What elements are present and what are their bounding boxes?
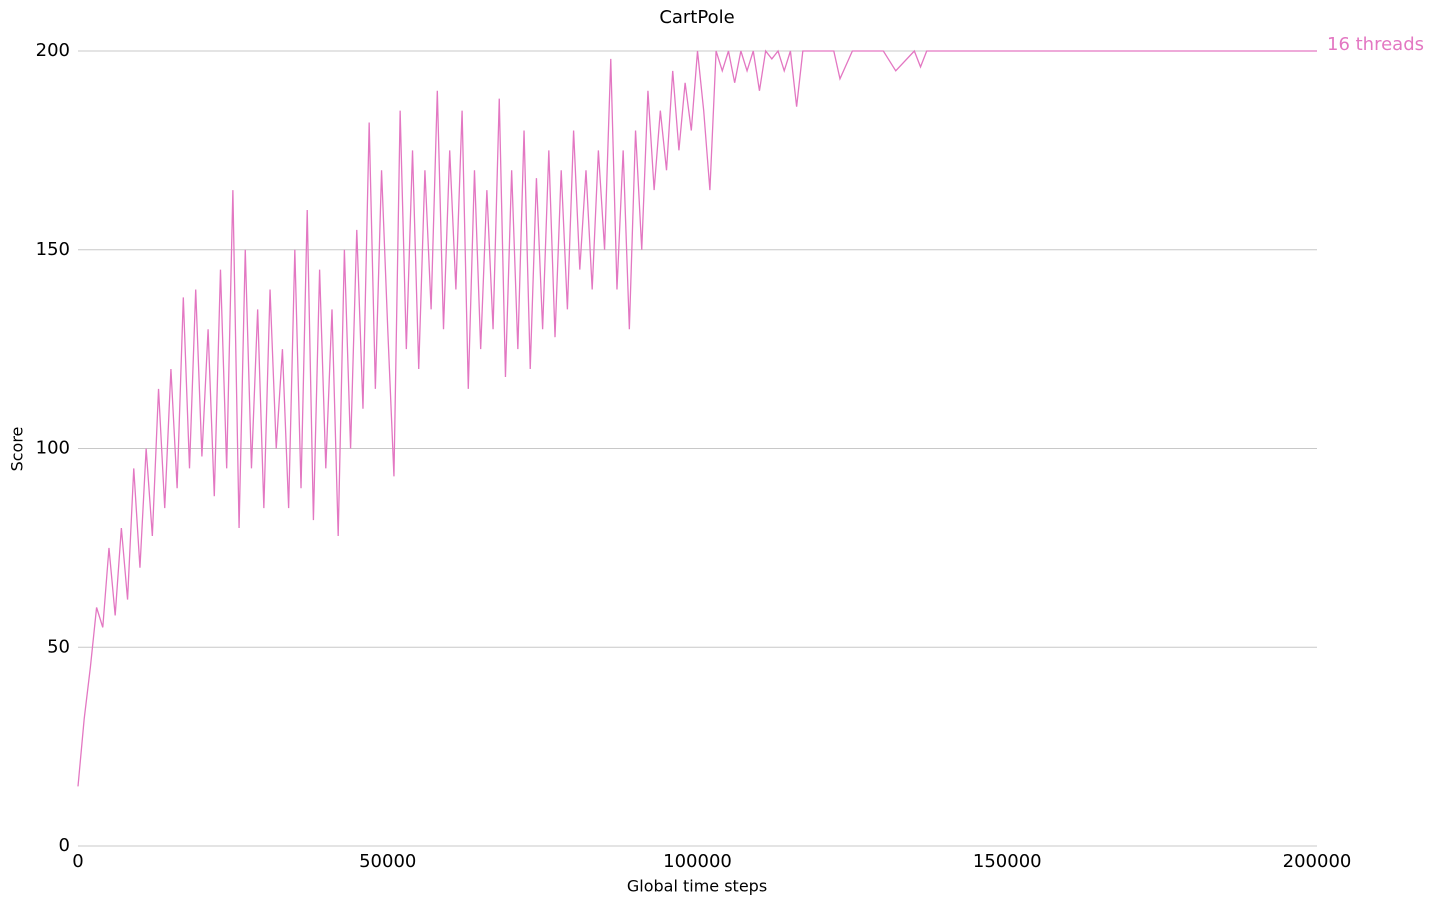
x-tick-label: 0 bbox=[72, 851, 83, 872]
series-label: 16 threads bbox=[1327, 34, 1424, 55]
y-tick-label: 100 bbox=[36, 438, 70, 459]
y-tick-label: 0 bbox=[59, 835, 70, 856]
y-tick-label: 200 bbox=[36, 40, 70, 61]
x-tick-label: 100000 bbox=[663, 851, 732, 872]
chart-title: CartPole bbox=[659, 7, 734, 28]
y-axis-label: Score bbox=[8, 427, 27, 472]
line-series bbox=[77, 49, 1317, 787]
x-axis-label: Global time steps bbox=[627, 877, 767, 896]
x-tick-label: 150000 bbox=[973, 851, 1042, 872]
x-tick-label: 200000 bbox=[1283, 851, 1352, 872]
x-tick-label: 50000 bbox=[359, 851, 416, 872]
y-tick-label: 50 bbox=[47, 636, 70, 657]
y-tick-label: 150 bbox=[36, 239, 70, 260]
